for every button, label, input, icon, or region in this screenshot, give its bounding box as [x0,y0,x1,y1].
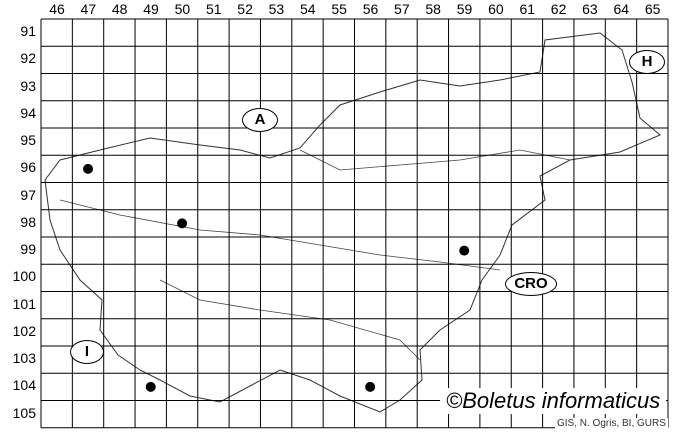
row-label: 98 [20,213,36,230]
row-label: 101 [12,295,36,312]
row-label: 91 [20,23,36,39]
column-label: 46 [49,1,65,17]
record-dot [365,381,376,392]
column-label: 60 [488,1,504,17]
column-label: 59 [456,1,473,17]
record-dot [83,163,94,174]
row-label: 100 [12,268,36,285]
row-label: 95 [20,132,36,148]
row-label: 94 [20,104,36,121]
copyright-credit: ©Boletus informaticus [440,388,667,414]
data-source: GIS, N. Ogris, BI, GURS [555,418,668,429]
column-label: 57 [394,1,410,17]
column-label: 50 [174,1,191,17]
column-label: 51 [205,1,222,17]
column-label: 55 [331,1,347,17]
label-austria: A [242,108,278,132]
record-dot [459,245,470,256]
column-label: 47 [80,1,97,17]
river [299,149,571,171]
row-label: 103 [12,350,36,366]
record-dot [177,218,188,229]
label-hungary: H [629,50,665,74]
row-label: 93 [20,77,36,94]
column-label: 56 [362,1,379,17]
column-label: 61 [519,1,536,17]
column-label: 52 [237,1,253,17]
row-label: 99 [20,241,36,257]
column-label: 64 [613,1,630,17]
row-label: 104 [12,377,36,394]
column-label: 48 [111,1,128,17]
row-label: 105 [12,404,36,421]
column-label: 58 [425,1,441,17]
row-label: 97 [20,186,36,203]
country-border [44,32,661,413]
river [159,279,421,361]
row-label: 96 [20,159,36,176]
column-label: 63 [582,1,598,17]
column-label: 53 [268,1,285,17]
column-label: 49 [143,1,159,17]
row-label: 92 [20,50,36,67]
column-label: 65 [644,1,661,17]
river [59,199,501,271]
label-italy: I [70,340,104,364]
record-dot [145,381,156,392]
column-label: 54 [300,1,316,17]
row-label: 102 [12,322,36,339]
column-label: 62 [550,1,567,17]
label-croatia: CRO [505,272,557,296]
